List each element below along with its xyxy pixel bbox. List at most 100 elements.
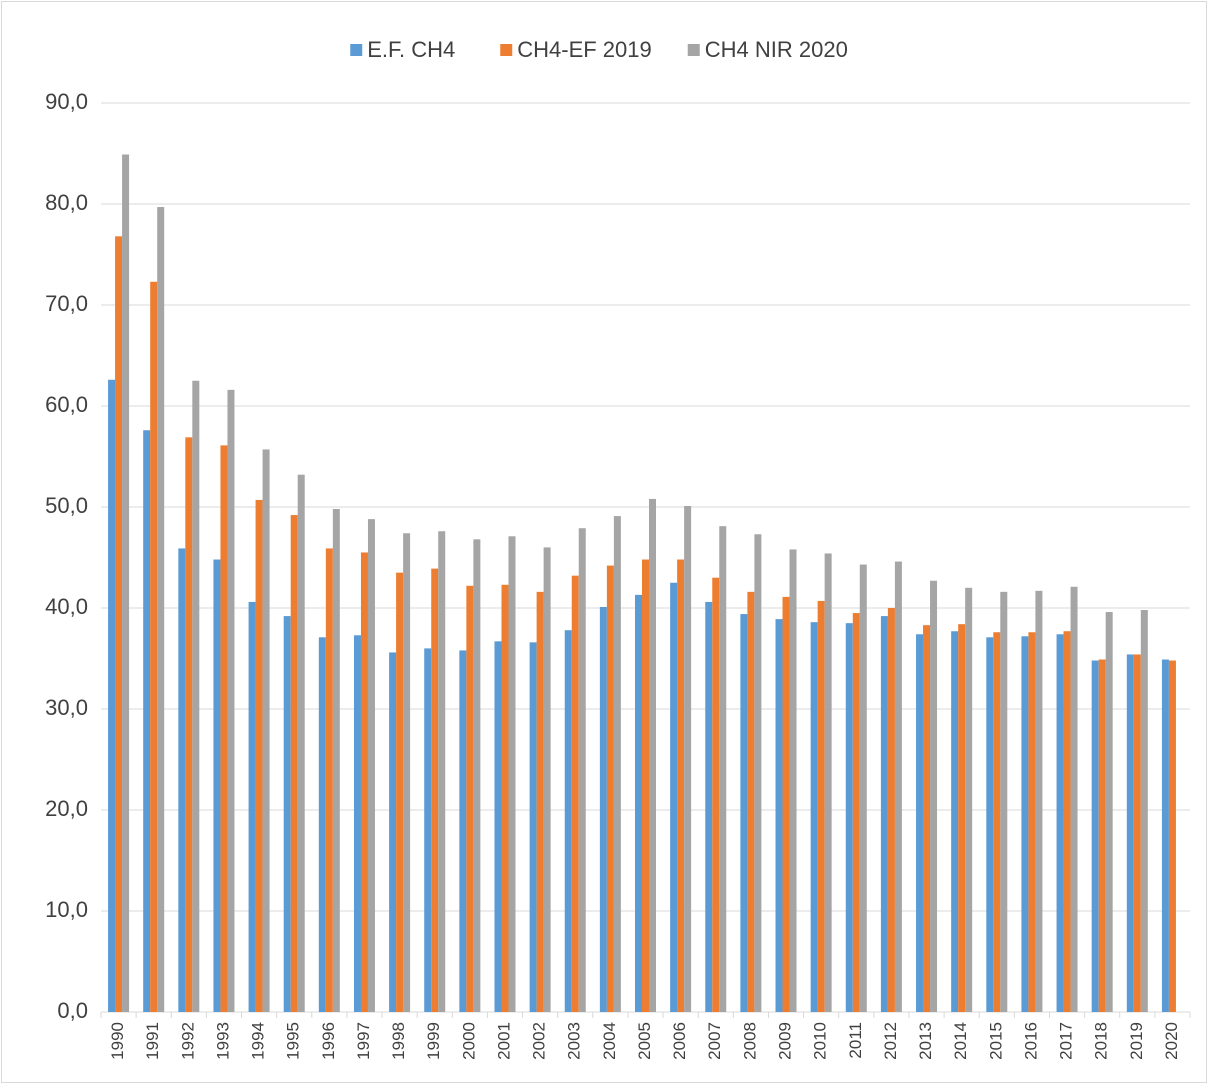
bar — [1161, 659, 1169, 1012]
x-tick-label: 1990 — [108, 1022, 127, 1060]
bar — [613, 516, 621, 1012]
x-tick-label: 2016 — [1021, 1022, 1040, 1060]
bar — [599, 606, 607, 1012]
bar — [789, 549, 797, 1012]
bar — [325, 548, 333, 1012]
y-tick-label: 80,0 — [45, 190, 88, 215]
bar — [740, 614, 748, 1012]
bar — [578, 528, 586, 1012]
bar — [389, 652, 397, 1012]
y-tick-label: 90,0 — [45, 89, 88, 114]
bar — [262, 449, 270, 1012]
bar — [459, 650, 467, 1012]
bar — [894, 561, 902, 1012]
bar — [122, 154, 130, 1012]
x-tick-label: 2008 — [740, 1022, 759, 1060]
bar — [438, 531, 446, 1012]
x-tick-label: 2014 — [951, 1022, 970, 1060]
x-tick-label: 2003 — [565, 1022, 584, 1060]
x-tick-label: 2001 — [494, 1022, 513, 1060]
bar — [642, 559, 649, 1012]
bar — [1105, 612, 1113, 1012]
bar — [1056, 634, 1064, 1012]
bar — [1021, 636, 1029, 1012]
bar — [810, 622, 818, 1012]
bar — [1091, 660, 1099, 1012]
y-tick-label: 30,0 — [45, 695, 88, 720]
bar — [1098, 659, 1106, 1012]
x-tick-label: 2007 — [705, 1022, 724, 1060]
bar — [431, 568, 439, 1012]
bar — [1028, 632, 1036, 1012]
x-tick-label: 2009 — [776, 1022, 795, 1060]
bar — [494, 641, 502, 1012]
x-tick-label: 2019 — [1127, 1022, 1146, 1060]
bar — [283, 616, 291, 1012]
x-tick-label: 1994 — [249, 1022, 268, 1060]
bar — [508, 536, 516, 1012]
bar — [360, 552, 368, 1012]
legend-label: E.F. CH4 — [367, 37, 455, 62]
bar — [473, 539, 481, 1012]
bar — [150, 281, 158, 1012]
bar — [824, 553, 832, 1012]
bar — [670, 582, 678, 1012]
y-tick-label: 70,0 — [45, 291, 88, 316]
x-tick-label: 2012 — [881, 1022, 900, 1060]
x-tick-label: 1992 — [178, 1022, 197, 1060]
bar — [367, 519, 375, 1012]
x-tick-label: 1995 — [284, 1022, 303, 1060]
bar — [845, 623, 853, 1012]
x-tick-label: 2017 — [1057, 1022, 1076, 1060]
bar — [192, 380, 200, 1012]
legend-label: CH4-EF 2019 — [517, 37, 652, 62]
x-tick-label: 2000 — [459, 1022, 478, 1060]
bar — [916, 634, 924, 1012]
x-tick-label: 2004 — [600, 1022, 619, 1060]
bar — [1140, 610, 1148, 1012]
x-tick-label: 2006 — [670, 1022, 689, 1060]
bar — [178, 548, 186, 1012]
y-tick-label: 20,0 — [45, 796, 88, 821]
bar — [227, 389, 235, 1013]
x-tick-label: 1996 — [319, 1022, 338, 1060]
bar — [951, 631, 959, 1012]
bar — [403, 533, 411, 1012]
bar — [923, 625, 931, 1012]
bar — [719, 526, 727, 1012]
x-tick-label: 2020 — [1162, 1022, 1181, 1060]
y-tick-label: 60,0 — [45, 392, 88, 417]
bar — [747, 591, 755, 1012]
bar — [684, 505, 692, 1012]
x-tick-label: 1998 — [389, 1022, 408, 1060]
x-tick-label: 2011 — [846, 1022, 865, 1059]
bar — [965, 587, 973, 1012]
bar — [255, 499, 263, 1012]
y-tick-label: 40,0 — [45, 594, 88, 619]
bar — [852, 613, 860, 1012]
x-tick-label: 2018 — [1092, 1022, 1111, 1060]
legend-swatch — [500, 44, 513, 56]
bar — [213, 559, 221, 1012]
x-tick-label: 1991 — [143, 1022, 162, 1060]
bar — [606, 565, 614, 1012]
bar — [705, 601, 713, 1012]
x-tick-label: 1993 — [213, 1022, 232, 1060]
x-tick-label: 2010 — [811, 1022, 830, 1060]
bar — [185, 437, 193, 1012]
bar — [1133, 654, 1141, 1012]
bar — [649, 498, 656, 1012]
bar — [297, 474, 305, 1012]
bar — [986, 637, 994, 1012]
bar — [143, 430, 151, 1012]
bar — [564, 630, 572, 1012]
bar — [1000, 591, 1008, 1012]
bar — [501, 584, 509, 1012]
bar — [1126, 654, 1134, 1012]
bar — [782, 596, 790, 1012]
y-tick-label: 10,0 — [45, 897, 88, 922]
x-tick-label: 1999 — [424, 1022, 443, 1060]
bar — [635, 594, 642, 1012]
bar — [1063, 631, 1071, 1012]
